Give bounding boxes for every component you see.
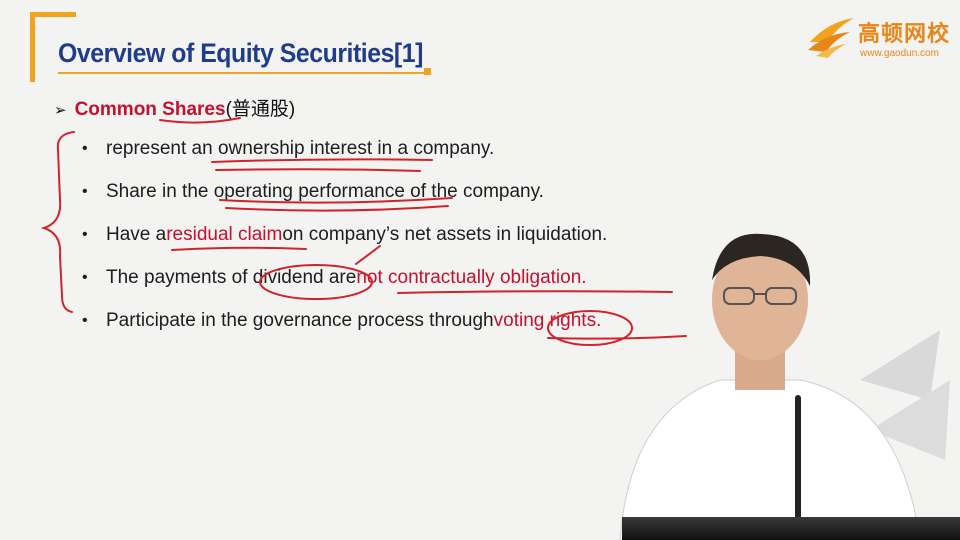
bullet-text: Share in the operating performance of th… (106, 181, 544, 202)
list-item: • represent an ownership interest in a c… (82, 138, 607, 181)
title-bracket (30, 12, 35, 82)
list-item: • Share in the operating performance of … (82, 181, 607, 224)
bullet-highlight: residual claim (166, 224, 283, 245)
slide-title: Overview of Equity Securities[1] (58, 38, 423, 68)
presenter-video (619, 233, 950, 540)
section-heading: ➢ Common Shares(普通股) (54, 94, 295, 121)
wings-logo-icon (808, 18, 854, 58)
podium (622, 517, 960, 540)
bullet-text: The payments of dividend are (106, 267, 357, 288)
list-item: • Participate in the governance process … (82, 310, 607, 353)
bullet-text: Have a (106, 224, 167, 245)
logo-url: www.gaodun.com (860, 48, 939, 59)
microphone (795, 395, 801, 520)
heading-cn: (普通股) (225, 99, 296, 120)
title-bracket-top (30, 12, 76, 17)
bullet-highlight: voting rights. (493, 310, 602, 331)
bullet-list: • represent an ownership interest in a c… (82, 138, 607, 353)
bullet-dot-icon: • (82, 183, 88, 200)
bullet-text-tail: on company’s net assets in liquidation. (282, 224, 608, 245)
title-underline (58, 72, 430, 74)
list-item: • Have a residual claim on company’s net… (82, 224, 607, 267)
bullet-text: represent an ownership interest in a com… (106, 138, 495, 159)
bullet-dot-icon: • (82, 140, 88, 157)
list-item: • The payments of dividend are not contr… (82, 267, 607, 310)
bullet-dot-icon: • (82, 226, 88, 243)
bullet-text: Participate in the governance process th… (106, 310, 494, 331)
title-underline-dot (424, 68, 431, 75)
heading-en: Common Shares (74, 99, 226, 120)
bullet-dot-icon: • (82, 312, 88, 329)
bullet-highlight: not contractually obligation. (356, 267, 587, 288)
gaodun-logo: 高顿网校 www.gaodun.com (806, 12, 956, 64)
arrow-right-icon: ➢ (54, 102, 67, 119)
logo-name: 高顿网校 (858, 21, 951, 46)
bullet-dot-icon: • (82, 269, 88, 286)
